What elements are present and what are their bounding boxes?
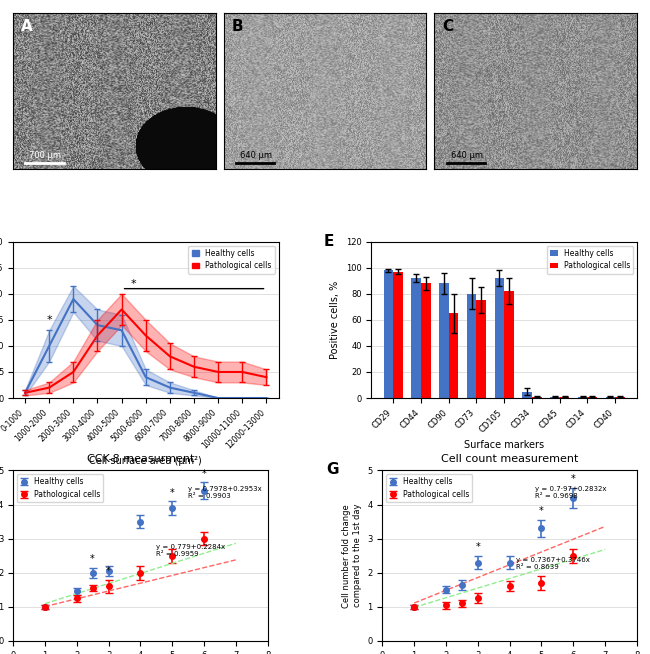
Bar bbox=[439, 283, 448, 398]
Bar bbox=[578, 397, 588, 398]
Bar bbox=[448, 313, 458, 398]
Text: y = 0.779+0.2284x
R² = 0.9959: y = 0.779+0.2284x R² = 0.9959 bbox=[156, 543, 226, 557]
Text: *: * bbox=[90, 554, 95, 564]
Y-axis label: Cell number fold change
compared to the 1st day: Cell number fold change compared to the … bbox=[343, 504, 361, 608]
Healthy cells bbox=[94, 321, 101, 329]
Text: B: B bbox=[232, 20, 244, 34]
Line: Pathological cells: Pathological cells bbox=[25, 309, 266, 393]
Healthy cells bbox=[70, 295, 77, 303]
Text: G: G bbox=[326, 462, 339, 477]
Text: C: C bbox=[443, 20, 454, 34]
Bar bbox=[550, 397, 560, 398]
Healthy cells bbox=[239, 394, 246, 402]
Text: *: * bbox=[170, 488, 175, 498]
Text: *: * bbox=[571, 474, 576, 484]
Pathological cells bbox=[239, 368, 246, 376]
Text: A: A bbox=[21, 20, 33, 34]
Legend: Healthy cells, Pathological cells: Healthy cells, Pathological cells bbox=[386, 474, 473, 502]
Pathological cells bbox=[118, 305, 125, 313]
X-axis label: Cell surface area (μm²): Cell surface area (μm²) bbox=[90, 456, 202, 466]
Text: *: * bbox=[475, 542, 480, 552]
Text: *: * bbox=[539, 506, 544, 517]
Bar bbox=[384, 270, 393, 398]
Text: y = 0.7·97+0.2832x
R² = 0.9698: y = 0.7·97+0.2832x R² = 0.9698 bbox=[535, 486, 606, 499]
Bar bbox=[411, 278, 421, 398]
Pathological cells bbox=[190, 363, 198, 371]
Text: *: * bbox=[46, 315, 52, 325]
X-axis label: Surface markers: Surface markers bbox=[464, 439, 544, 449]
Healthy cells bbox=[263, 394, 270, 402]
Pathological cells bbox=[21, 389, 29, 397]
Text: *: * bbox=[131, 279, 136, 288]
Bar bbox=[476, 300, 486, 398]
Healthy cells bbox=[190, 389, 198, 397]
Text: 640 μm: 640 μm bbox=[240, 151, 272, 160]
Text: y = 0.7978+0.2953x
R² = 0.9903: y = 0.7978+0.2953x R² = 0.9903 bbox=[188, 486, 262, 499]
Y-axis label: Positive cells, %: Positive cells, % bbox=[330, 281, 341, 359]
Pathological cells bbox=[94, 332, 101, 339]
Bar bbox=[532, 397, 541, 398]
Title: Cell count measurement: Cell count measurement bbox=[441, 454, 578, 464]
Bar bbox=[588, 397, 597, 398]
Text: 640 μm: 640 μm bbox=[450, 151, 482, 160]
Text: 700 μm: 700 μm bbox=[29, 151, 61, 160]
Healthy cells bbox=[118, 326, 125, 334]
Pathological cells bbox=[214, 368, 222, 376]
Text: y = 0.7367+0.3746x
R² = 0.8639: y = 0.7367+0.3746x R² = 0.8639 bbox=[516, 557, 590, 570]
Bar bbox=[393, 271, 403, 398]
Bar bbox=[495, 278, 504, 398]
Pathological cells bbox=[70, 368, 77, 376]
Healthy cells bbox=[142, 373, 150, 381]
Healthy cells bbox=[46, 342, 53, 350]
Legend: Healthy cells, Pathological cells: Healthy cells, Pathological cells bbox=[17, 474, 103, 502]
Healthy cells bbox=[214, 394, 222, 402]
Bar bbox=[467, 294, 476, 398]
Pathological cells bbox=[166, 353, 174, 360]
Bar bbox=[504, 291, 514, 398]
Legend: Healthy cells, Pathological cells: Healthy cells, Pathological cells bbox=[188, 246, 275, 273]
Healthy cells bbox=[21, 389, 29, 397]
Bar bbox=[606, 397, 615, 398]
Pathological cells bbox=[142, 332, 150, 339]
Line: Healthy cells: Healthy cells bbox=[25, 299, 266, 398]
Text: E: E bbox=[324, 234, 334, 249]
Healthy cells bbox=[166, 384, 174, 392]
Bar bbox=[421, 283, 431, 398]
Bar bbox=[522, 392, 532, 398]
Text: *: * bbox=[106, 566, 111, 576]
Bar bbox=[615, 397, 625, 398]
Title: CCK-8 measurment: CCK-8 measurment bbox=[86, 454, 194, 464]
Text: *: * bbox=[202, 469, 207, 479]
Legend: Healthy cells, Pathological cells: Healthy cells, Pathological cells bbox=[547, 246, 633, 273]
Bar bbox=[560, 397, 569, 398]
Pathological cells bbox=[46, 384, 53, 392]
Pathological cells bbox=[263, 373, 270, 381]
